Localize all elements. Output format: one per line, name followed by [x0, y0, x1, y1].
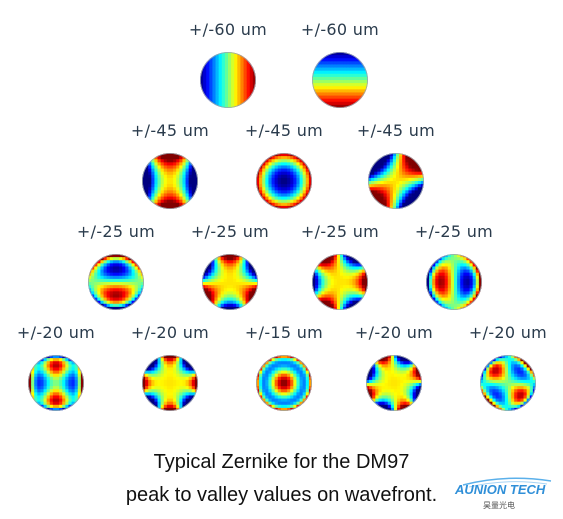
caption-line-2: peak to valley values on wavefront.: [125, 484, 438, 506]
zernike-cell: +/-25 um: [394, 222, 514, 310]
zernike-spherical-map: [256, 355, 312, 411]
zernike-tetrafoil-a-map: [28, 355, 84, 411]
zernike-tetrafoil-c-map: [366, 355, 422, 411]
zernike-cell: +/-20 um: [334, 323, 454, 411]
zernike-pv-label: +/-20 um: [16, 323, 96, 342]
zernike-pv-label: +/-60 um: [300, 20, 380, 39]
zernike-cell: +/-15 um: [224, 323, 344, 411]
aunion-tech-logo: AUNION TECH 昊量光电: [455, 476, 555, 516]
zernike-pv-label: +/-15 um: [244, 323, 324, 342]
zernike-pv-label: +/-25 um: [300, 222, 380, 241]
zernike-cell: +/-45 um: [224, 121, 344, 209]
zernike-pv-label: +/-45 um: [130, 121, 210, 140]
zernike-pv-label: +/-25 um: [76, 222, 156, 241]
zernike-cell: +/-25 um: [170, 222, 290, 310]
zernike-pv-label: +/-20 um: [130, 323, 210, 342]
zernike-trefoil-b-map: [312, 254, 368, 310]
zernike-defocus-map: [256, 153, 312, 209]
zernike-cell: +/-60 um: [280, 20, 400, 108]
logo-sub-text: 昊量光电: [483, 501, 515, 510]
zernike-cell: +/-25 um: [56, 222, 176, 310]
logo-brand-text: AUNION TECH: [455, 482, 546, 497]
zernike-trefoil-a-map: [202, 254, 258, 310]
zernike-pv-label: +/-20 um: [354, 323, 434, 342]
zernike-tilt-x-map: [200, 52, 256, 108]
zernike-sec-astig-map: [480, 355, 536, 411]
zernike-cell: +/-20 um: [110, 323, 230, 411]
caption-line-1: Typical Zernike for the DM97: [153, 451, 410, 473]
zernike-astig-a-map: [142, 153, 198, 209]
zernike-coma-x-map: [426, 254, 482, 310]
zernike-tetrafoil-b-map: [142, 355, 198, 411]
zernike-pv-label: +/-45 um: [244, 121, 324, 140]
zernike-pv-label: +/-60 um: [188, 20, 268, 39]
zernike-pv-label: +/-20 um: [468, 323, 548, 342]
logo-swoosh-icon: [462, 477, 552, 488]
zernike-pv-label: +/-45 um: [356, 121, 436, 140]
zernike-pv-label: +/-25 um: [414, 222, 494, 241]
zernike-astig-b-map: [368, 153, 424, 209]
zernike-pv-label: +/-25 um: [190, 222, 270, 241]
zernike-cell: +/-60 um: [168, 20, 288, 108]
zernike-cell: +/-45 um: [336, 121, 456, 209]
zernike-cell: +/-25 um: [280, 222, 400, 310]
zernike-coma-y-map: [88, 254, 144, 310]
zernike-tilt-y-map: [312, 52, 368, 108]
zernike-cell: +/-20 um: [448, 323, 563, 411]
zernike-cell: +/-45 um: [110, 121, 230, 209]
zernike-cell: +/-20 um: [0, 323, 116, 411]
